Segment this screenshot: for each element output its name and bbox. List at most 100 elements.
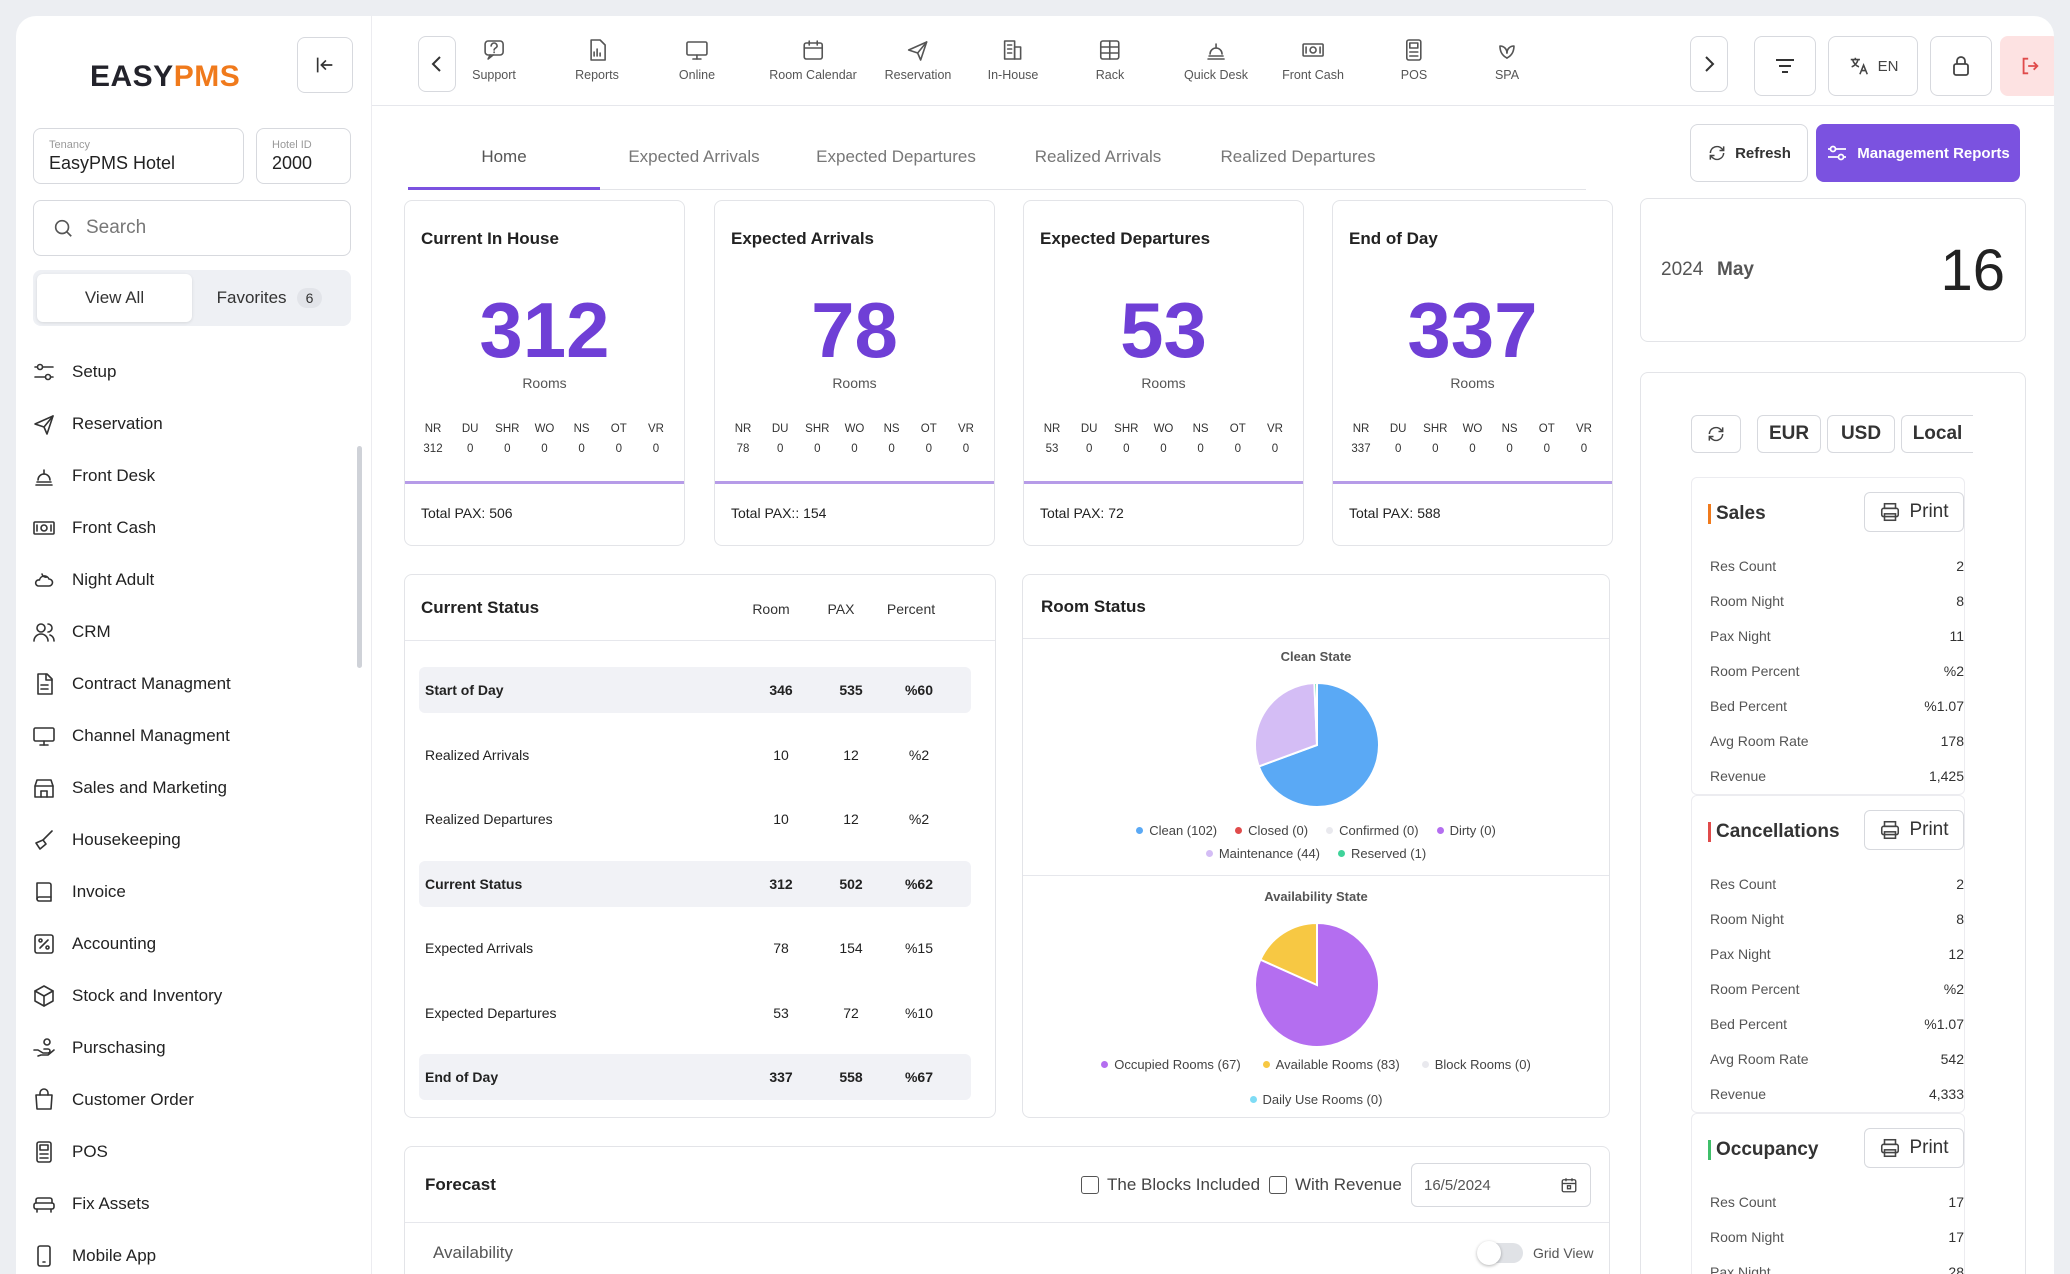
legend-item[interactable]: Closed (0) (1235, 823, 1308, 838)
language-button[interactable]: EN (1828, 36, 1918, 96)
kpi-breakdown-item: OT 0 (915, 423, 943, 455)
sidebar-item-label: Contract Managment (72, 674, 231, 693)
hotel-id-field[interactable]: Hotel ID 2000 (256, 128, 351, 184)
table-row[interactable]: Current Status 312 502 %62 (419, 860, 971, 907)
breakdown-key: VR (1266, 423, 1283, 435)
toolbar-next-button[interactable] (1690, 36, 1728, 92)
table-row[interactable]: End of Day 337 558 %67 (419, 1054, 971, 1100)
tab-expected-arrivals[interactable]: Expected Arrivals (628, 124, 759, 190)
currency-usd-button[interactable]: USD (1827, 415, 1895, 453)
print-button[interactable]: Print (1864, 492, 1964, 532)
toolbar-room-calendar[interactable]: Room Calendar (769, 38, 857, 82)
tenancy-field[interactable]: Tenancy EasyPMS Hotel (33, 128, 244, 184)
table-row[interactable]: Expected Departures 53 72 %10 (419, 990, 971, 1036)
currency-local-label: Local (1912, 423, 1963, 444)
print-button[interactable]: Print (1864, 1128, 1964, 1168)
pie-slice-available-rooms[interactable] (1259, 921, 1318, 987)
sidebar-item-sales-and-marketing[interactable]: Sales and Marketing (32, 762, 352, 814)
toolbar-support[interactable]: Support (472, 38, 516, 82)
legend-item[interactable]: Dirty (0) (1436, 823, 1496, 838)
toolbar-pos[interactable]: POS (1401, 38, 1427, 82)
filter-button[interactable] (1754, 36, 1816, 96)
sidebar-item-reservation[interactable]: Reservation (32, 398, 352, 450)
toolbar-quick-desk[interactable]: Quick Desk (1184, 38, 1248, 82)
pie-slice-reserved[interactable] (1313, 681, 1318, 746)
forecast-date-input[interactable]: 16/5/2024 (1411, 1163, 1591, 1207)
legend-item[interactable]: Reserved (1) (1338, 846, 1426, 861)
legend-item[interactable]: Block Rooms (0) (1421, 1057, 1531, 1072)
pie-slice-clean[interactable] (1257, 681, 1380, 808)
sidebar-item-front-desk[interactable]: Front Desk (32, 450, 352, 502)
sidebar-item-pos[interactable]: POS (32, 1126, 352, 1178)
toolbar-online[interactable]: Online (679, 38, 715, 82)
sidebar-item-crm[interactable]: CRM (32, 606, 352, 658)
sidebar-item-housekeeping[interactable]: Housekeeping (32, 814, 352, 866)
toolbar-in-house[interactable]: In-House (988, 38, 1038, 82)
toolbar-front-cash[interactable]: Front Cash (1282, 38, 1344, 82)
tab-home[interactable]: Home (481, 124, 526, 190)
tab-realized-departures[interactable]: Realized Departures (1221, 124, 1376, 190)
sidebar-item-invoice[interactable]: Invoice (32, 866, 352, 918)
kpi-card-end-of-day[interactable]: End of Day 337 Rooms NR 337 DU 0 SHR 0 WO 0 NS 0 O… (1332, 200, 1613, 546)
collapse-sidebar-button[interactable] (297, 37, 353, 93)
view-all-tab[interactable]: View All (37, 274, 192, 322)
sidebar-item-contract-managment[interactable]: Contract Managment (32, 658, 352, 710)
sidebar-item-customer-order[interactable]: Customer Order (32, 1074, 352, 1126)
kpi-divider (405, 481, 684, 484)
blocks-included-checkbox[interactable]: The Blocks Included (1081, 1175, 1260, 1195)
toolbar-prev-button[interactable] (418, 36, 456, 92)
legend-item[interactable]: Daily Use Rooms (0) (1249, 1092, 1382, 1107)
tab-realized-arrivals[interactable]: Realized Arrivals (1035, 124, 1162, 190)
refresh-button[interactable]: Refresh (1690, 124, 1808, 182)
kpi-total-pax: Total PAX:: 154 (731, 505, 827, 521)
view-toggle: View All Favorites 6 (33, 270, 351, 326)
sidebar-item-stock-and-inventory[interactable]: Stock and Inventory (32, 970, 352, 1022)
sidebar-item-front-cash[interactable]: Front Cash (32, 502, 352, 554)
breakdown-key: OT (610, 423, 627, 435)
management-reports-button[interactable]: Management Reports (1816, 124, 2020, 182)
sidebar-item-label: Channel Managment (72, 726, 230, 745)
kpi-card-expected-departures[interactable]: Expected Departures 53 Rooms NR 53 DU 0 SHR 0… (1023, 200, 1304, 546)
with-revenue-checkbox[interactable]: With Revenue (1269, 1175, 1402, 1195)
summary-row-value: 2 (1956, 558, 1964, 574)
table-row[interactable]: Start of Day 346 535 %60 (419, 667, 971, 713)
toolbar-rack[interactable]: Rack (1096, 38, 1124, 82)
forecast-title: Forecast (425, 1175, 496, 1194)
sidebar-item-night-adult[interactable]: Night Adult (32, 554, 352, 606)
sidebar-item-accounting[interactable]: Accounting (32, 918, 352, 970)
legend-item[interactable]: Maintenance (44) (1205, 846, 1320, 861)
favorites-tab[interactable]: Favorites 6 (192, 274, 347, 322)
lock-button[interactable] (1930, 36, 1992, 96)
sidebar-item-mobile-app[interactable]: Mobile App (32, 1230, 352, 1274)
search-input[interactable]: Search (33, 200, 351, 256)
kpi-breakdown-item: WO 0 (1458, 423, 1486, 455)
legend-item[interactable]: Clean (102) (1136, 823, 1217, 838)
col-room: Room (752, 601, 790, 617)
pie-slice-maintenance[interactable] (1254, 682, 1319, 768)
print-button[interactable]: Print (1864, 810, 1964, 850)
toolbar-reports[interactable]: Reports (575, 38, 619, 82)
sidebar-item-setup[interactable]: Setup (32, 346, 352, 398)
currency-local-button[interactable]: Local (1901, 415, 1973, 453)
sidebar-scrollbar[interactable] (357, 446, 362, 668)
kpi-card-expected-arrivals[interactable]: Expected Arrivals 78 Rooms NR 78 DU 0 SHR 0 WO… (714, 200, 995, 546)
legend-item[interactable]: Confirmed (0) (1326, 823, 1419, 838)
currency-eur-button[interactable]: EUR (1757, 415, 1821, 453)
filter-icon (1776, 59, 1794, 73)
kpi-card-current-in-house[interactable]: Current In House 312 Rooms NR 312 DU 0 SHR 0 W… (404, 200, 685, 546)
sidebar-item-channel-managment[interactable]: Channel Managment (32, 710, 352, 762)
sidebar-item-purschasing[interactable]: Purschasing (32, 1022, 352, 1074)
logout-button[interactable] (2000, 36, 2054, 96)
grid-view-toggle[interactable]: Grid View (1477, 1241, 1593, 1265)
breakdown-value: 0 (888, 443, 895, 455)
legend-item[interactable]: Occupied Rooms (67) (1101, 1057, 1241, 1072)
currency-refresh-button[interactable] (1691, 415, 1741, 453)
table-row[interactable]: Realized Arrivals 10 12 %2 (419, 732, 971, 778)
legend-item[interactable]: Available Rooms (83) (1262, 1057, 1400, 1072)
sidebar-item-fix-assets[interactable]: Fix Assets (32, 1178, 352, 1230)
table-row[interactable]: Realized Departures 10 12 %2 (419, 796, 971, 842)
table-row[interactable]: Expected Arrivals 78 154 %15 (419, 925, 971, 971)
toolbar-spa[interactable]: SPA (1495, 38, 1519, 82)
toolbar-reservation[interactable]: Reservation (885, 38, 951, 82)
tab-expected-departures[interactable]: Expected Departures (816, 124, 976, 190)
